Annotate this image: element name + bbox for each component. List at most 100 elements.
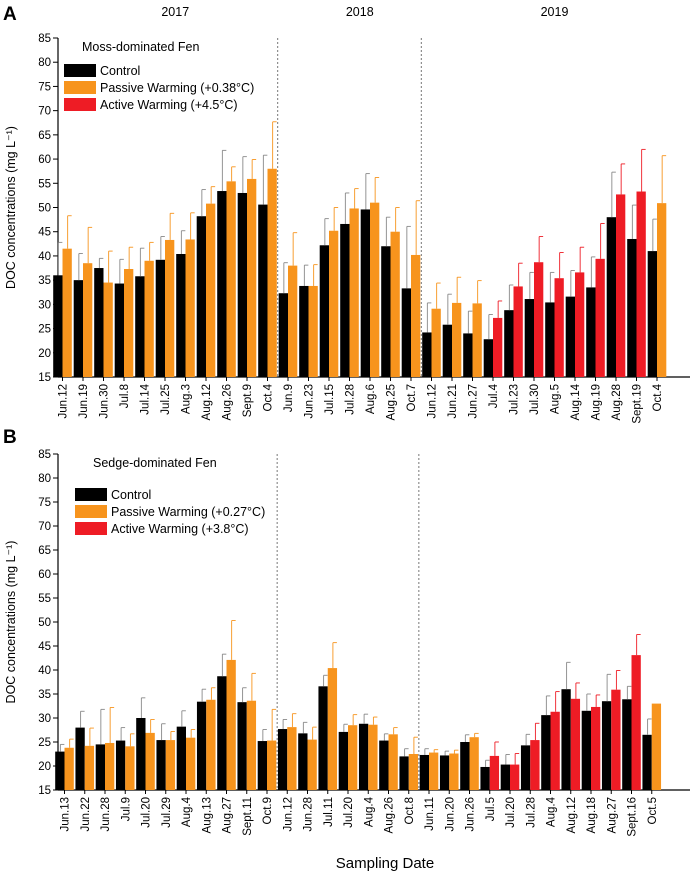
y-axis-title: DOC concentrations (mg L⁻¹): [4, 541, 18, 704]
bar-control: [504, 310, 514, 377]
bar-passive: [472, 303, 482, 377]
bar-control: [135, 276, 145, 377]
x-tick-label: Sept.9: [242, 384, 254, 417]
bar-passive: [348, 725, 358, 790]
x-tick-label: Jun.22: [80, 797, 92, 832]
x-tick-label: Aug.19: [591, 384, 603, 420]
legend-swatch-active: [75, 522, 107, 535]
bar-passive: [62, 248, 72, 377]
y-tick-label: 80: [38, 473, 51, 485]
year-label: 2019: [541, 5, 569, 19]
bar-control: [237, 702, 247, 790]
bar-passive: [288, 265, 298, 377]
x-tick-label: Aug.12: [566, 797, 578, 833]
y-tick-label: 85: [38, 33, 51, 45]
x-tick-label: Aug.27: [606, 797, 618, 833]
x-tick-label: Jul.30: [529, 384, 541, 415]
y-tick-label: 60: [38, 569, 51, 581]
y-tick-label: 30: [38, 299, 51, 311]
x-tick-label: Jun.28: [303, 797, 315, 832]
bar-active: [513, 286, 523, 377]
legend-label-passive: Passive Warming (+0.27°C): [111, 505, 265, 519]
legend-label-control: Control: [100, 64, 140, 78]
bar-control: [217, 676, 227, 790]
y-tick-label: 70: [38, 521, 51, 533]
bar-control: [358, 723, 369, 790]
x-tick-label: Jun.19: [78, 384, 90, 419]
panel-letter: B: [3, 427, 17, 448]
year-label: 2017: [161, 5, 189, 19]
legend-label-control: Control: [111, 488, 151, 502]
bar-passive: [307, 739, 317, 790]
x-tick-label: Jun.12: [58, 384, 70, 419]
x-tick-label: Jun.12: [282, 797, 294, 832]
x-tick-label: Sept.16: [627, 797, 639, 837]
x-tick-label: Jul.29: [161, 797, 173, 828]
y-tick-label: 35: [38, 275, 51, 287]
bar-active: [595, 258, 605, 377]
bar-passive: [125, 746, 135, 790]
bar-passive: [84, 745, 95, 790]
x-tick-label: Oct.5: [647, 797, 659, 824]
y-tick-label: 80: [38, 57, 51, 69]
bar-passive: [165, 740, 176, 790]
bar-control: [176, 726, 186, 790]
x-tick-label: Jul.4: [488, 383, 500, 408]
bar-active: [550, 711, 560, 790]
x-tick-label: Aug.6: [365, 384, 377, 414]
bar-control: [524, 299, 534, 377]
bar-passive: [411, 254, 421, 377]
bar-control: [114, 283, 124, 377]
y-tick-label: 65: [38, 545, 51, 557]
bar-passive: [657, 203, 667, 377]
legend-label-active: Active Warming (+4.5°C): [100, 98, 238, 112]
bar-control: [298, 733, 308, 790]
bar-passive: [185, 239, 195, 377]
x-tick-label: Oct.7: [406, 384, 418, 411]
bar-control: [565, 296, 575, 377]
x-tick-label: Jun.21: [447, 384, 459, 419]
y-tick-label: 15: [38, 372, 51, 384]
bar-control: [442, 324, 452, 377]
y-tick-label: 15: [38, 785, 51, 797]
y-tick-label: 20: [38, 761, 51, 773]
x-tick-label: Jun.27: [468, 384, 480, 419]
legend: Control Passive Warming (+0.27°C) Active W…: [75, 488, 265, 536]
bar-control: [53, 275, 63, 377]
x-tick-label: Aug.26: [222, 384, 234, 420]
bar-passive: [329, 230, 339, 377]
bar-passive: [206, 203, 216, 377]
x-tick-label: Aug.28: [611, 384, 623, 420]
x-tick-label: Jun.23: [304, 384, 316, 419]
bar-passive: [64, 747, 74, 790]
y-axis-title: DOC concentrations (mg L⁻¹): [4, 126, 18, 289]
legend-swatch-active: [64, 98, 96, 111]
bar-control: [480, 766, 490, 790]
bar-control: [318, 686, 328, 790]
x-tick-label: Jul.23: [509, 384, 521, 415]
bar-control: [156, 740, 166, 790]
bar-active: [530, 740, 540, 790]
bar-passive: [327, 668, 338, 790]
x-tick-label: Jul.14: [140, 383, 152, 414]
x-tick-label: Jun.11: [424, 797, 436, 831]
bar-control: [483, 339, 493, 377]
bar-passive: [408, 754, 419, 790]
bar-control: [257, 741, 267, 790]
legend-swatch-control: [75, 488, 107, 501]
bar-control: [115, 740, 126, 790]
panel-title: Moss-dominated Fen: [82, 40, 199, 54]
chart-panel-b: B 15 20 25 30 35 40 45 50 55 60 65 70 75 80 85 DOC conce…: [3, 427, 690, 837]
bar-passive: [226, 659, 236, 790]
bar-control: [642, 734, 652, 790]
bar-control: [606, 217, 616, 377]
bar-control: [561, 689, 571, 790]
x-tick-label: Jun.12: [427, 384, 439, 419]
year-label: 2018: [346, 5, 374, 19]
y-tick-label: 20: [38, 348, 51, 360]
bar-control: [278, 293, 288, 377]
bar-passive: [349, 208, 359, 377]
bar-control: [176, 253, 186, 377]
legend-swatch-control: [64, 64, 96, 77]
